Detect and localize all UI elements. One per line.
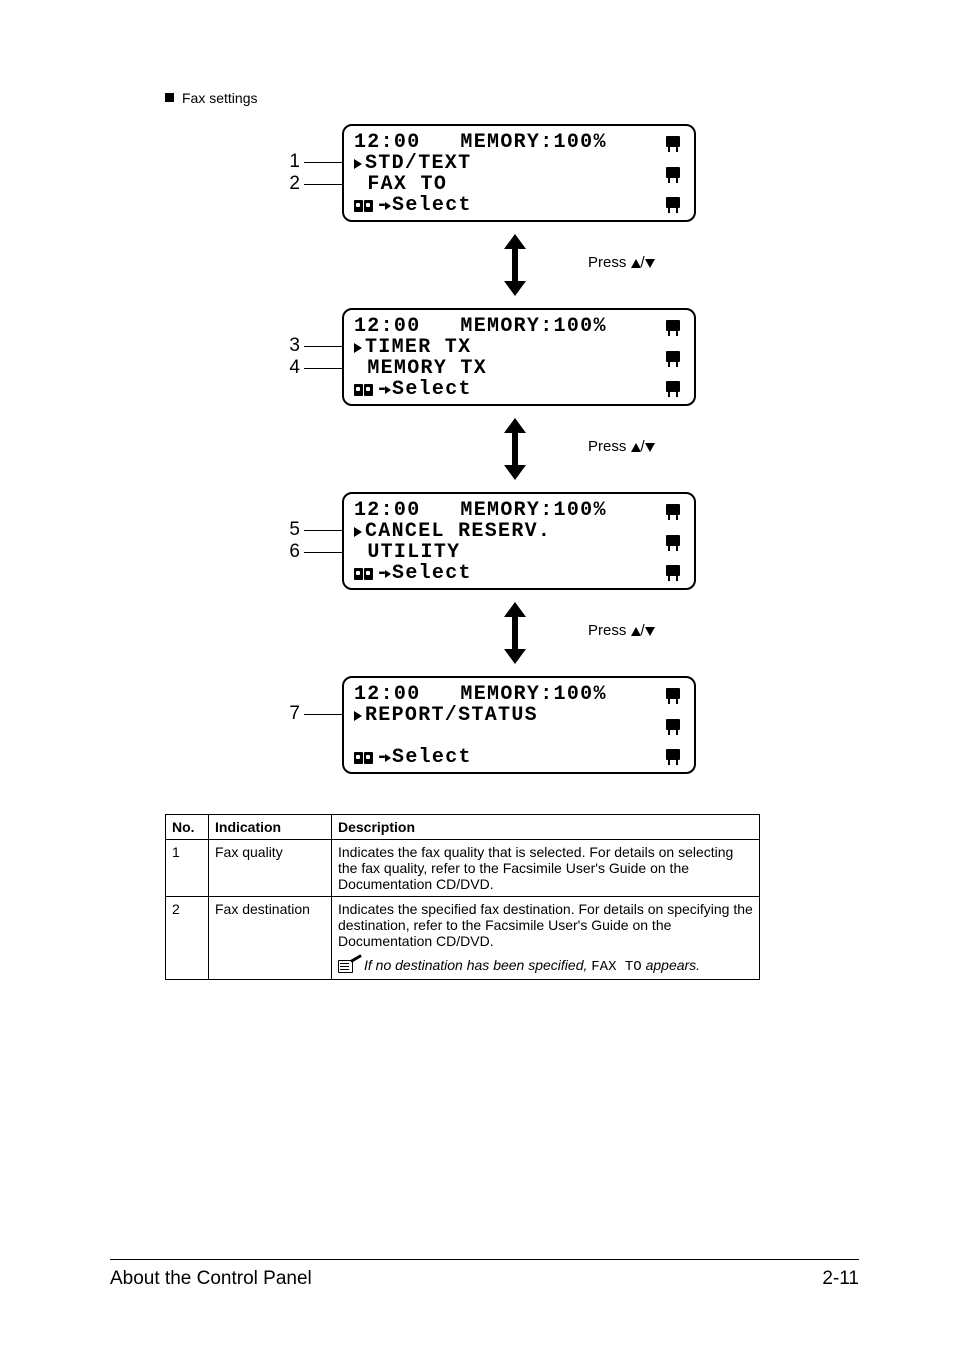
page-number: 2-11 bbox=[822, 1268, 859, 1290]
table-row: 2 Fax destination Indicates the specifie… bbox=[166, 897, 760, 980]
callout-2: 2 bbox=[270, 173, 300, 195]
press-label-3: Press / bbox=[588, 622, 655, 639]
updown-arrow-icon bbox=[504, 418, 526, 480]
callout-1: 1 bbox=[270, 151, 300, 173]
cell-no: 2 bbox=[166, 897, 209, 980]
callout-nums-1: 1 2 bbox=[270, 151, 304, 195]
lead-lines-4 bbox=[304, 703, 342, 747]
cursor-icon bbox=[354, 711, 362, 721]
updown-arrow-icon bbox=[504, 602, 526, 664]
nav-keys-icon bbox=[354, 752, 374, 764]
antenna-icon bbox=[666, 504, 684, 576]
screen-row-3: 5 6 12:00 MEMORY:100% CANCEL RESERV. UTI… bbox=[270, 492, 859, 590]
indication-table: No. Indication Description 1 Fax quality… bbox=[165, 814, 760, 980]
right-arrow-icon bbox=[385, 202, 391, 210]
lcd1-line2: FAX TO bbox=[367, 174, 447, 195]
lcd-memory: MEMORY:100% bbox=[460, 132, 606, 153]
note-pre: If no destination has been specified, bbox=[364, 957, 591, 973]
lcd-3: 12:00 MEMORY:100% CANCEL RESERV. UTILITY… bbox=[342, 492, 696, 590]
table-header-row: No. Indication Description bbox=[166, 815, 760, 840]
lcd1-line1: STD/TEXT bbox=[365, 153, 471, 174]
cell-no: 1 bbox=[166, 840, 209, 897]
lcd2-line2: MEMORY TX bbox=[367, 358, 487, 379]
right-arrow-icon bbox=[385, 386, 391, 394]
section-heading: Fax settings bbox=[165, 90, 859, 106]
lcd4-line1: REPORT/STATUS bbox=[365, 705, 538, 726]
page-footer: About the Control Panel 2-11 bbox=[110, 1259, 859, 1290]
cell-ind: Fax quality bbox=[209, 840, 332, 897]
lead-lines-3 bbox=[304, 519, 342, 563]
callout-nums-2: 3 4 bbox=[270, 335, 304, 379]
down-triangle-icon bbox=[645, 259, 655, 268]
lcd3-line1: CANCEL RESERV. bbox=[365, 521, 551, 542]
screen-row-4: 7 12:00 MEMORY:100% REPORT/STATUS -Selec… bbox=[270, 676, 859, 774]
press-label-2: Press / bbox=[588, 438, 655, 455]
lcd-4: 12:00 MEMORY:100% REPORT/STATUS -Select bbox=[342, 676, 696, 774]
up-triangle-icon bbox=[631, 443, 641, 452]
page: Fax settings 1 2 12:00 MEMORY:100% STD/T… bbox=[0, 0, 954, 1350]
lcd2-line1: TIMER TX bbox=[365, 337, 471, 358]
screen-row-1: 1 2 12:00 MEMORY:100% STD/TEXT FAX TO -S… bbox=[270, 124, 859, 222]
callout-4: 4 bbox=[270, 357, 300, 379]
down-triangle-icon bbox=[645, 443, 655, 452]
lcd-1: 12:00 MEMORY:100% STD/TEXT FAX TO -Selec… bbox=[342, 124, 696, 222]
right-arrow-icon bbox=[385, 754, 391, 762]
table-row: 1 Fax quality Indicates the fax quality … bbox=[166, 840, 760, 897]
note-icon bbox=[338, 958, 360, 972]
cell-desc-text: Indicates the specified fax destination.… bbox=[338, 901, 753, 949]
note-post: appears. bbox=[642, 957, 700, 973]
cell-ind: Fax destination bbox=[209, 897, 332, 980]
th-description: Description bbox=[332, 815, 760, 840]
screen-row-2: 3 4 12:00 MEMORY:100% TIMER TX MEMORY TX… bbox=[270, 308, 859, 406]
arrow-2: Press / bbox=[338, 418, 692, 480]
section-heading-text: Fax settings bbox=[182, 90, 257, 106]
callout-6: 6 bbox=[270, 541, 300, 563]
lcd-screens: 1 2 12:00 MEMORY:100% STD/TEXT FAX TO -S… bbox=[270, 124, 859, 774]
note-mono: FAX TO bbox=[591, 959, 641, 975]
callout-nums-3: 5 6 bbox=[270, 519, 304, 563]
cursor-icon bbox=[354, 527, 362, 537]
lead-lines-2 bbox=[304, 335, 342, 379]
footer-title: About the Control Panel bbox=[110, 1268, 312, 1290]
cursor-icon bbox=[354, 159, 362, 169]
down-triangle-icon bbox=[645, 627, 655, 636]
callout-nums-4: 7 bbox=[270, 703, 304, 747]
nav-keys-icon bbox=[354, 200, 374, 212]
press-label-1: Press / bbox=[588, 254, 655, 271]
arrow-3: Press / bbox=[338, 602, 692, 664]
lead-lines-1 bbox=[304, 151, 342, 195]
lcd-time: 12:00 bbox=[354, 132, 421, 153]
antenna-icon bbox=[666, 136, 684, 208]
th-indication: Indication bbox=[209, 815, 332, 840]
antenna-icon bbox=[666, 320, 684, 392]
updown-arrow-icon bbox=[504, 234, 526, 296]
up-triangle-icon bbox=[631, 627, 641, 636]
callout-5: 5 bbox=[270, 519, 300, 541]
lcd-select: Select bbox=[392, 195, 472, 216]
antenna-icon bbox=[666, 688, 684, 760]
th-no: No. bbox=[166, 815, 209, 840]
nav-keys-icon bbox=[354, 384, 374, 396]
lcd3-line2: UTILITY bbox=[367, 542, 460, 563]
cell-desc: Indicates the specified fax destination.… bbox=[332, 897, 760, 980]
nav-keys-icon bbox=[354, 568, 374, 580]
right-arrow-icon bbox=[385, 570, 391, 578]
cursor-icon bbox=[354, 343, 362, 353]
lcd-2: 12:00 MEMORY:100% TIMER TX MEMORY TX -Se… bbox=[342, 308, 696, 406]
arrow-1: Press / bbox=[338, 234, 692, 296]
cell-desc: Indicates the fax quality that is select… bbox=[332, 840, 760, 897]
callout-7: 7 bbox=[270, 703, 300, 725]
up-triangle-icon bbox=[631, 259, 641, 268]
bullet-icon bbox=[165, 93, 174, 102]
note: If no destination has been specified, FA… bbox=[338, 957, 753, 975]
callout-3: 3 bbox=[270, 335, 300, 357]
